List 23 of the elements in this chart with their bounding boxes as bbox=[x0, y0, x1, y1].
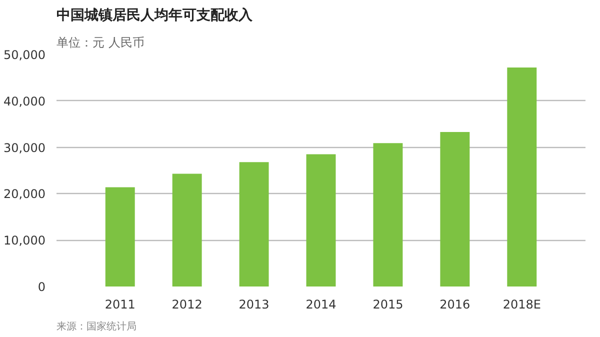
y-tick-label: 20,000 bbox=[4, 187, 46, 202]
x-tick-label: 2015 bbox=[372, 298, 404, 312]
chart-title: 中国城镇居民人均年可支配收入 bbox=[56, 8, 254, 24]
source-note: 来源：国家统计局 bbox=[56, 320, 136, 332]
bar bbox=[239, 162, 269, 286]
bar bbox=[306, 154, 336, 286]
x-tick-label: 2014 bbox=[306, 298, 336, 312]
bar bbox=[373, 143, 403, 286]
y-tick-label: 10,000 bbox=[4, 234, 46, 248]
bar bbox=[440, 132, 470, 286]
y-tick-label: 40,000 bbox=[4, 94, 46, 108]
bar bbox=[105, 187, 135, 286]
chart-subtitle: 单位：元 人民币 bbox=[56, 36, 144, 50]
x-tick-label: 2018E bbox=[502, 298, 541, 312]
bar bbox=[507, 67, 537, 286]
x-tick-label: 2016 bbox=[440, 298, 470, 312]
y-tick-label: 50,000 bbox=[4, 48, 46, 62]
bar bbox=[172, 174, 202, 286]
x-tick-label: 2013 bbox=[238, 298, 270, 312]
x-tick-label: 2012 bbox=[172, 298, 202, 312]
y-tick-label: 30,000 bbox=[4, 140, 46, 155]
y-tick-label: 0 bbox=[38, 280, 46, 294]
x-tick-label: 2011 bbox=[104, 298, 136, 312]
